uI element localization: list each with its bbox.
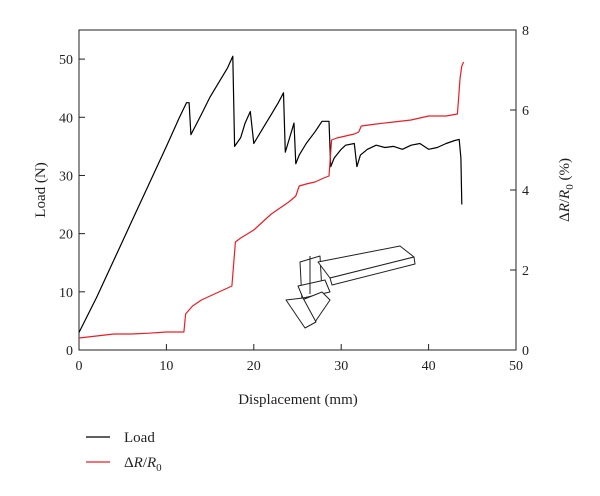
y2-tick-label: 8 (522, 24, 529, 39)
resistance-series-line (78, 61, 465, 339)
y-axis-ticks: 0 10 20 30 40 50 (59, 53, 85, 359)
y-tick-label: 20 (59, 228, 73, 243)
specimen-illustration (285, 245, 416, 329)
legend-label-load: Load (124, 430, 155, 446)
y2-axis-ticks: 0 2 4 6 8 (510, 24, 529, 359)
x-tick-label: 0 (76, 359, 83, 374)
x-tick-label: 30 (334, 359, 348, 374)
y-tick-label: 30 (59, 169, 73, 184)
y2-label-unit: (%) (557, 158, 573, 184)
legend: Load ΔR/R0 (86, 430, 162, 474)
legend-sub: 0 (156, 462, 162, 474)
y2-label-slash: / (557, 198, 573, 203)
load-series-line (78, 55, 463, 333)
x-tick-label: 40 (422, 359, 436, 374)
legend-r0: R (146, 455, 156, 471)
legend-label-resistance: ΔR/R0 (124, 455, 162, 474)
y2-tick-label: 2 (522, 264, 529, 279)
legend-delta: Δ (124, 455, 134, 471)
y2-tick-label: 4 (522, 184, 529, 199)
y2-tick-label: 6 (522, 104, 529, 119)
x-axis-label: Displacement (mm) (238, 392, 358, 408)
y2-label-delta: Δ (557, 212, 573, 222)
y2-label-r: R (557, 203, 573, 213)
x-tick-label: 50 (509, 359, 523, 374)
series-layer (78, 55, 465, 339)
y-tick-label: 10 (59, 286, 73, 301)
y2-label-sub: 0 (564, 184, 576, 190)
legend-slash: / (143, 455, 148, 471)
x-axis-ticks: 0 10 20 30 40 50 (76, 344, 523, 374)
y-tick-label: 40 (59, 111, 73, 126)
y2-axis-label: ΔR/R0 (%) (557, 158, 576, 222)
y-tick-label: 0 (66, 344, 73, 359)
y-tick-label: 50 (59, 53, 73, 68)
x-tick-label: 20 (247, 359, 261, 374)
x-tick-label: 10 (159, 359, 173, 374)
y-axis-label: Load (N) (33, 162, 49, 217)
y2-label-r0: R (557, 190, 573, 200)
legend-r: R (133, 455, 143, 471)
y2-tick-label: 0 (522, 344, 529, 359)
